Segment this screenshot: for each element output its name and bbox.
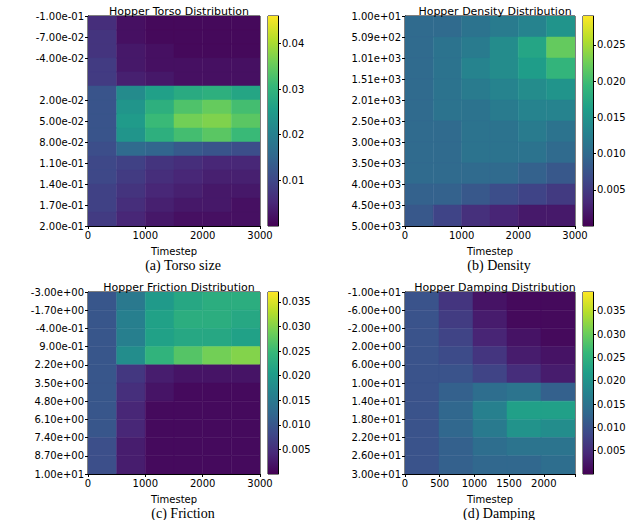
svg-text:1.01e+03: 1.01e+03 bbox=[351, 53, 401, 64]
svg-text:4.00e+03: 4.00e+03 bbox=[351, 179, 401, 190]
svg-text:0.025: 0.025 bbox=[282, 346, 311, 357]
svg-text:-1.70e+00: -1.70e+00 bbox=[31, 305, 84, 316]
svg-text:Hopper Torso Distribution: Hopper Torso Distribution bbox=[109, 5, 249, 18]
svg-text:1500: 1500 bbox=[496, 478, 521, 489]
svg-text:2.60e+01: 2.60e+01 bbox=[351, 450, 401, 461]
svg-text:Timestep: Timestep bbox=[466, 494, 513, 505]
svg-text:2.00e-02: 2.00e-02 bbox=[39, 95, 84, 106]
svg-text:1.40e-01: 1.40e-01 bbox=[39, 179, 84, 190]
svg-text:0.015: 0.015 bbox=[597, 399, 626, 410]
svg-text:-1.00e-01: -1.00e-01 bbox=[36, 11, 84, 22]
svg-text:9.00e-01: 9.00e-01 bbox=[39, 341, 84, 352]
svg-text:Timestep: Timestep bbox=[466, 246, 513, 257]
svg-text:1.10e-01: 1.10e-01 bbox=[39, 158, 84, 169]
svg-text:3.00e+03: 3.00e+03 bbox=[351, 137, 401, 148]
svg-text:3000: 3000 bbox=[247, 478, 272, 489]
svg-text:1000: 1000 bbox=[133, 478, 158, 489]
svg-text:Timestep: Timestep bbox=[150, 246, 197, 257]
svg-text:0.020: 0.020 bbox=[282, 370, 311, 381]
svg-text:8.00e-02: 8.00e-02 bbox=[39, 137, 84, 148]
svg-text:3000: 3000 bbox=[562, 230, 587, 241]
svg-text:Timestep: Timestep bbox=[150, 494, 197, 505]
svg-text:3.50e+00: 3.50e+00 bbox=[34, 378, 84, 389]
svg-text:-4.00e-01: -4.00e-01 bbox=[36, 323, 84, 334]
svg-text:2.20e+01: 2.20e+01 bbox=[351, 432, 401, 443]
svg-text:0: 0 bbox=[85, 230, 91, 241]
svg-text:0: 0 bbox=[402, 478, 408, 489]
svg-text:-7.00e-02: -7.00e-02 bbox=[36, 32, 84, 43]
svg-text:1.00e+01: 1.00e+01 bbox=[351, 11, 401, 22]
svg-text:0.030: 0.030 bbox=[282, 321, 311, 332]
svg-text:0.010: 0.010 bbox=[597, 148, 626, 159]
svg-text:Hopper Density Distribution: Hopper Density Distribution bbox=[418, 5, 571, 18]
svg-text:(d) Damping: (d) Damping bbox=[463, 506, 535, 520]
svg-text:0.04: 0.04 bbox=[282, 38, 304, 49]
svg-text:(b) Density: (b) Density bbox=[467, 258, 530, 274]
svg-text:5.09e+02: 5.09e+02 bbox=[351, 32, 401, 43]
svg-text:1000: 1000 bbox=[133, 230, 158, 241]
svg-text:0.005: 0.005 bbox=[597, 184, 626, 195]
svg-text:2.01e+03: 2.01e+03 bbox=[351, 95, 401, 106]
svg-text:2.00e+00: 2.00e+00 bbox=[351, 341, 401, 352]
svg-text:2000: 2000 bbox=[190, 230, 215, 241]
svg-text:1.40e+01: 1.40e+01 bbox=[351, 396, 401, 407]
svg-text:0: 0 bbox=[85, 478, 91, 489]
svg-text:0.010: 0.010 bbox=[282, 419, 311, 430]
svg-text:2000: 2000 bbox=[531, 478, 556, 489]
svg-text:5.00e+03: 5.00e+03 bbox=[351, 221, 401, 232]
svg-text:0.020: 0.020 bbox=[597, 76, 626, 87]
svg-text:0.030: 0.030 bbox=[597, 329, 626, 340]
svg-text:0.015: 0.015 bbox=[282, 395, 311, 406]
svg-text:-6.00e+00: -6.00e+00 bbox=[348, 305, 401, 316]
svg-text:3000: 3000 bbox=[247, 230, 272, 241]
svg-text:4.50e+03: 4.50e+03 bbox=[351, 200, 401, 211]
svg-text:7.40e+00: 7.40e+00 bbox=[34, 432, 84, 443]
svg-text:0.01: 0.01 bbox=[282, 175, 304, 186]
svg-text:0.010: 0.010 bbox=[597, 422, 626, 433]
svg-text:1.80e+01: 1.80e+01 bbox=[351, 414, 401, 425]
svg-text:0.035: 0.035 bbox=[597, 305, 626, 316]
svg-text:5.00e-02: 5.00e-02 bbox=[39, 116, 84, 127]
svg-text:0.005: 0.005 bbox=[282, 444, 311, 455]
svg-text:8.70e+00: 8.70e+00 bbox=[34, 450, 84, 461]
svg-text:1000: 1000 bbox=[449, 230, 474, 241]
svg-text:500: 500 bbox=[430, 478, 449, 489]
svg-text:2.00e-01: 2.00e-01 bbox=[39, 221, 84, 232]
svg-text:1.51e+03: 1.51e+03 bbox=[351, 74, 401, 85]
svg-text:0.020: 0.020 bbox=[597, 375, 626, 386]
svg-text:2000: 2000 bbox=[506, 230, 531, 241]
svg-text:(c) Friction: (c) Friction bbox=[151, 506, 214, 520]
svg-text:0.025: 0.025 bbox=[597, 39, 626, 50]
svg-text:3.50e+03: 3.50e+03 bbox=[351, 158, 401, 169]
svg-text:Hopper Friction Distribution: Hopper Friction Distribution bbox=[103, 281, 255, 294]
svg-text:0.005: 0.005 bbox=[597, 445, 626, 456]
svg-text:0.035: 0.035 bbox=[282, 296, 311, 307]
svg-text:-4.00e-02: -4.00e-02 bbox=[36, 53, 84, 64]
svg-text:-3.00e+00: -3.00e+00 bbox=[31, 287, 84, 298]
svg-text:2.20e+00: 2.20e+00 bbox=[34, 359, 84, 370]
svg-text:1000: 1000 bbox=[462, 478, 487, 489]
svg-text:0.025: 0.025 bbox=[597, 352, 626, 363]
svg-text:1.00e+01: 1.00e+01 bbox=[351, 378, 401, 389]
svg-text:1.00e+01: 1.00e+01 bbox=[34, 469, 84, 480]
svg-text:Hopper Damping Distribution: Hopper Damping Distribution bbox=[414, 281, 575, 294]
svg-text:6.00e+00: 6.00e+00 bbox=[351, 359, 401, 370]
svg-text:2000: 2000 bbox=[190, 478, 215, 489]
svg-text:0: 0 bbox=[402, 230, 408, 241]
svg-text:4.80e+00: 4.80e+00 bbox=[34, 396, 84, 407]
svg-text:2.50e+03: 2.50e+03 bbox=[351, 116, 401, 127]
svg-text:1.70e-01: 1.70e-01 bbox=[39, 200, 84, 211]
svg-text:6.10e+00: 6.10e+00 bbox=[34, 414, 84, 425]
svg-text:3.00e+01: 3.00e+01 bbox=[351, 469, 401, 480]
svg-text:0.03: 0.03 bbox=[282, 84, 304, 95]
svg-text:-1.00e+01: -1.00e+01 bbox=[348, 287, 401, 298]
svg-text:0.015: 0.015 bbox=[597, 112, 626, 123]
svg-text:0.02: 0.02 bbox=[282, 129, 304, 140]
svg-text:(a) Torso size: (a) Torso size bbox=[145, 258, 221, 274]
svg-text:-2.00e+00: -2.00e+00 bbox=[348, 323, 401, 334]
